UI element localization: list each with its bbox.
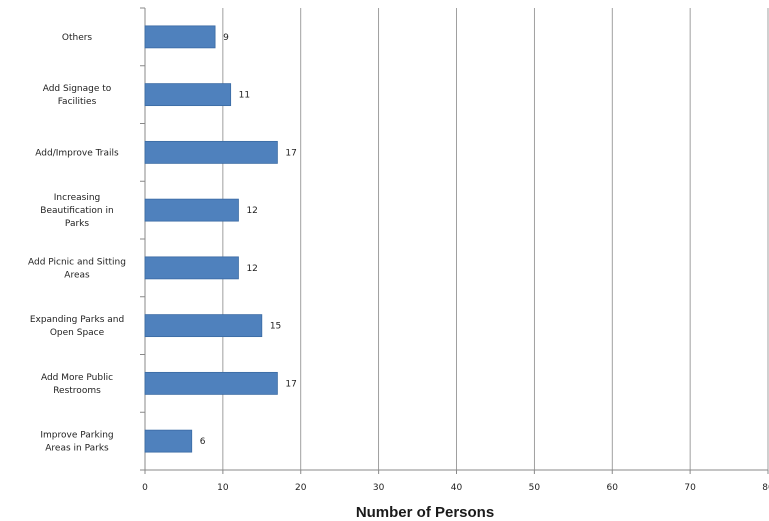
data-label: 17: [285, 148, 296, 158]
x-tick-label: 40: [451, 483, 463, 493]
data-label: 17: [285, 379, 296, 389]
category-label: Increasing Beautification in Parks: [40, 193, 113, 229]
category-label: Add Picnic and Sitting Areas: [28, 257, 126, 280]
data-label: 11: [239, 91, 250, 101]
bar: [144, 140, 278, 164]
x-tick-label: 10: [217, 483, 229, 493]
x-tick-label: 60: [607, 483, 619, 493]
bar: [144, 25, 216, 49]
bar: [144, 371, 278, 395]
x-tick-labels: 0 10 20 30 40 50 60 70 80: [142, 483, 769, 493]
category-label: Add/Improve Trails: [35, 148, 119, 158]
x-tick-label: 30: [373, 483, 385, 493]
category-label: Add More Public Restrooms: [41, 373, 113, 396]
x-tick-label: 50: [529, 483, 541, 493]
data-label: 15: [270, 322, 281, 332]
data-label: 12: [246, 264, 257, 274]
category-labels: Others Add Signage to Facilities Add/Improv…: [28, 33, 126, 454]
bar: [144, 256, 239, 280]
bar: [144, 314, 263, 338]
data-label: 12: [246, 206, 257, 216]
category-label: Expanding Parks and Open Space: [30, 315, 124, 338]
category-label: Improve Parking Areas in Parks: [40, 431, 113, 454]
data-label: 6: [200, 437, 206, 447]
bar: [144, 429, 193, 453]
x-axis-title: Number of Persons: [356, 504, 494, 521]
x-tick-label: 70: [684, 483, 696, 493]
x-tick-label: 0: [142, 483, 148, 493]
bar: [144, 83, 232, 107]
axes: [140, 7, 769, 474]
bars: 9 11 17 12 12 15 17 6: [144, 25, 297, 453]
x-tick-label: 80: [762, 483, 769, 493]
category-label: Add Signage to Facilities: [43, 84, 112, 107]
category-label: Others: [62, 33, 93, 43]
data-label: 9: [223, 33, 229, 43]
gridlines: [222, 8, 769, 470]
x-tick-label: 20: [295, 483, 307, 493]
bar: [144, 198, 239, 222]
